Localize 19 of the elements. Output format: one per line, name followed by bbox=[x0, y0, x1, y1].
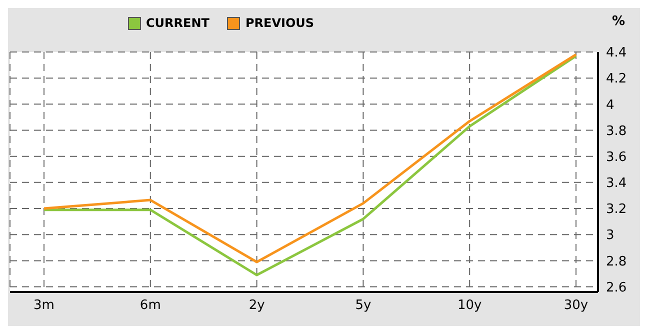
y-axis-title: % bbox=[612, 14, 626, 29]
legend-label: CURRENT bbox=[145, 16, 210, 30]
y-tick-label: 3 bbox=[606, 228, 614, 244]
y-tick-label: 3.4 bbox=[606, 176, 627, 192]
y-tick-label: 4.2 bbox=[606, 72, 627, 87]
x-tick-label: 3m bbox=[34, 298, 54, 314]
y-tick-label: 2.6 bbox=[606, 280, 627, 296]
x-tick-label: 10y bbox=[457, 298, 482, 314]
x-tick-label: 30y bbox=[564, 298, 588, 314]
y-tick-label: 3.6 bbox=[606, 150, 627, 165]
y-tick-label: 3.8 bbox=[606, 124, 627, 139]
x-tick-label: 5y bbox=[355, 298, 372, 314]
y-tick-label: 4.4 bbox=[606, 46, 627, 61]
y-tick-label: 2.8 bbox=[606, 254, 627, 270]
x-tick-label: 6m bbox=[140, 298, 161, 314]
x-tick-label: 2y bbox=[248, 298, 266, 314]
y-tick-label: 4 bbox=[606, 98, 614, 113]
legend-label: PREVIOUS bbox=[244, 16, 314, 30]
y-tick-label: 3.2 bbox=[606, 202, 627, 218]
